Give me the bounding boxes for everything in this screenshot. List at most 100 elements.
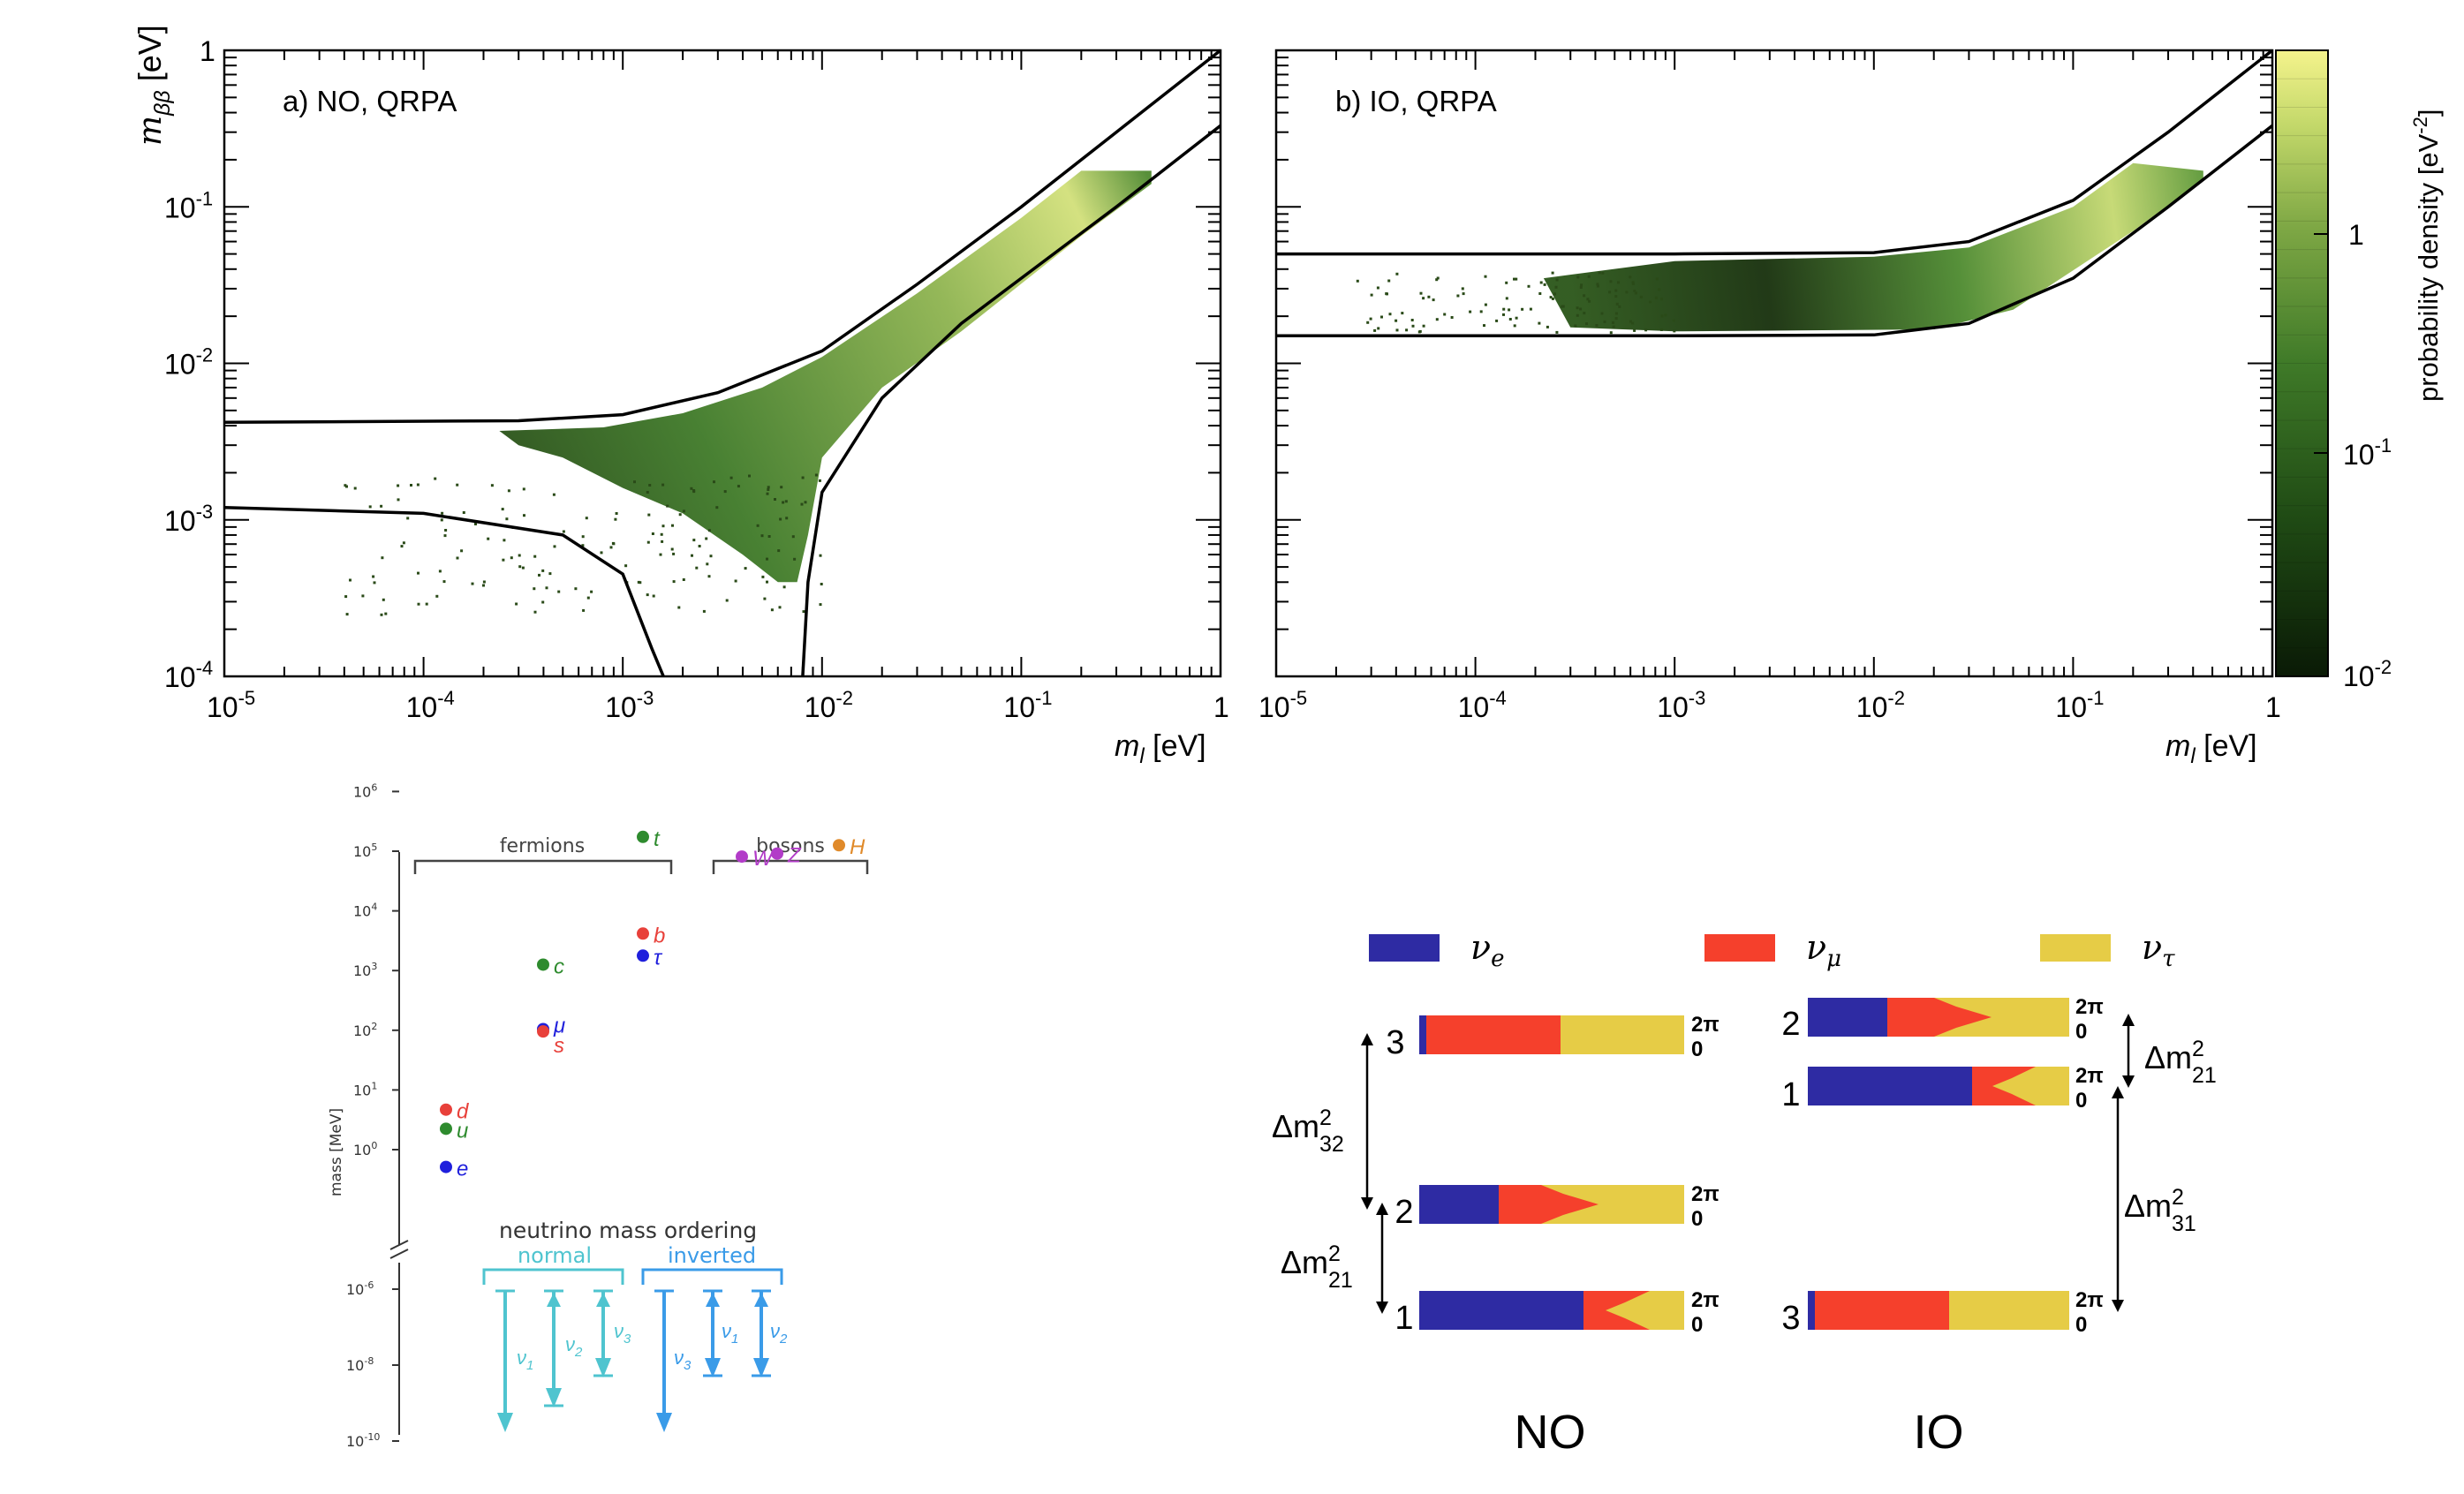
speckle-dot <box>1614 312 1618 315</box>
normal-bracket <box>482 1268 624 1285</box>
speckle-dot <box>380 504 383 508</box>
speckle-dot <box>1385 292 1388 296</box>
speckle-dot <box>761 575 765 578</box>
speckle-dot <box>505 517 509 521</box>
speckle-dot <box>1673 329 1676 333</box>
particle-label-b: b <box>654 924 665 947</box>
speckle-dot <box>590 590 593 593</box>
particle-point-u <box>440 1122 452 1136</box>
nu-normal-2: ν2 <box>565 1333 583 1360</box>
speckle-dot <box>582 608 586 612</box>
speckle-dot <box>820 583 823 585</box>
nu-inverted-3: ν3 <box>674 1347 692 1373</box>
particle-point-b <box>637 927 649 940</box>
nu-arrow-uphead <box>754 1293 768 1307</box>
colorbar-frame <box>2275 49 2329 677</box>
speckle-dot <box>818 479 821 482</box>
phase-bottom-5: 0 <box>2075 1313 2087 1337</box>
speckle-dot <box>562 530 565 533</box>
speckle-dot <box>518 554 521 557</box>
speckle-dot <box>646 593 649 597</box>
speckle-dot <box>1484 303 1487 306</box>
x-tick-label: 10-5 <box>1258 687 1307 723</box>
speckle-dot <box>1515 316 1518 320</box>
speckle-dot <box>1576 275 1580 279</box>
x-tick-label: 10-1 <box>2055 687 2104 723</box>
speckle-dot <box>406 517 410 520</box>
panel-a-band-lower-right <box>801 124 1222 677</box>
speckle-dot <box>692 489 696 492</box>
speckle-dot <box>1553 292 1556 296</box>
particle-point-H <box>833 839 845 852</box>
panel-b: 10-5 10-4 10-3 10-2 10-1 1 b) IO, QRPA ml [eV… <box>1258 49 2281 768</box>
speckle-dot <box>1664 313 1667 317</box>
phase-top-0: 2π <box>1691 1013 1720 1037</box>
x-tick-label: 10-3 <box>1657 687 1705 723</box>
speckle-dot <box>1401 312 1404 315</box>
panel-a-density <box>499 170 1152 583</box>
speckle-dot <box>1633 290 1636 292</box>
speckle-dot <box>1579 286 1583 289</box>
colorbar-label: probability density [eV-2] <box>2409 109 2444 402</box>
speckle-dot <box>1629 275 1632 279</box>
speckle-dot <box>1479 310 1483 313</box>
speckle-dot <box>1618 305 1621 308</box>
mass-tick-label: 10-6 <box>346 1279 374 1298</box>
speckle-dot <box>502 558 505 562</box>
mass-tick-label: 100 <box>353 1140 377 1158</box>
label-dm31: Δm2 31 <box>2124 1185 2196 1236</box>
speckle-dot <box>1595 324 1599 327</box>
speckle-dot <box>1598 271 1601 275</box>
speckle-dot <box>695 566 699 570</box>
speckle-dot <box>766 492 769 495</box>
speckle-dot <box>585 517 588 520</box>
panel-b-frame <box>1274 49 2274 678</box>
nu-arrow-uphead <box>596 1293 610 1307</box>
colorbar-tick-label-3: 10-2 <box>2343 656 2392 692</box>
speckle-dot <box>1609 331 1613 335</box>
speckle-dot <box>661 540 664 543</box>
speckle-dot <box>723 490 727 494</box>
speckle-dot <box>614 517 617 521</box>
particle-label-t: t <box>654 827 661 851</box>
speckle-dot <box>1435 278 1439 282</box>
speckle-dot <box>785 517 789 520</box>
ordering-diagram: νe νμ ντ 3 2 1 2 <box>1272 928 2217 1459</box>
speckle-dot <box>1515 277 1518 281</box>
speckle-dot <box>1483 324 1485 328</box>
bosons-bracket <box>712 859 869 874</box>
speckle-dot <box>1527 284 1531 288</box>
phase-top-3: 2π <box>2075 995 2104 1019</box>
bosons-label: bosons <box>756 835 825 857</box>
speckle-dot <box>1617 281 1621 284</box>
speckle-dot <box>1639 295 1643 298</box>
x-tick-label: 10-4 <box>406 687 455 723</box>
speckle-dot <box>1370 293 1373 297</box>
speckle-dot <box>670 547 674 551</box>
x-tick-label: 10-3 <box>605 687 654 723</box>
no-state-1: 1 <box>1395 1291 1684 1337</box>
particle-label-W: W <box>752 847 775 871</box>
speckle-dot <box>435 594 439 598</box>
speckle-dot <box>1505 297 1508 300</box>
speckle-dot <box>574 587 578 591</box>
particle-label-τ: τ <box>654 946 663 970</box>
speckle-dot <box>1633 328 1636 332</box>
speckle-dot <box>438 570 442 573</box>
speckle-dot <box>624 564 628 568</box>
speckle-dot <box>1373 328 1377 332</box>
speckle-dot <box>1612 325 1615 328</box>
particle-points: t bτ c μs due W Z H <box>440 827 865 1181</box>
speckle-dot <box>490 484 494 487</box>
speckle-dot <box>778 606 782 609</box>
phase-top-1: 2π <box>1691 1182 1720 1206</box>
particle-label-d: d <box>457 1100 469 1124</box>
speckle-dot <box>1513 277 1515 281</box>
speckle-dot <box>672 552 676 555</box>
io-caption: IO <box>1913 1406 1963 1459</box>
speckle-dot <box>533 555 537 558</box>
speckle-dot <box>410 484 412 487</box>
speckle-dot <box>353 487 357 490</box>
